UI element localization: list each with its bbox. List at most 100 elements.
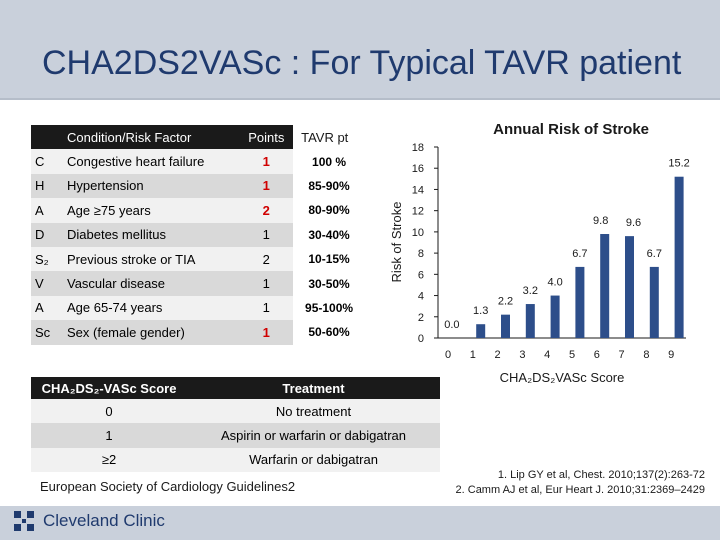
- guidelines-note: European Society of Cardiology Guideline…: [40, 479, 296, 494]
- y-tick-label: 16: [412, 163, 424, 175]
- treatment-score: 1: [31, 423, 187, 448]
- chart-title: Annual Risk of Stroke: [493, 121, 649, 138]
- y-tick-label: 4: [418, 291, 424, 303]
- risk-letter: D: [31, 222, 63, 247]
- risk-letter: S₂: [31, 246, 63, 272]
- risk-condition: Age 65-74 years: [63, 295, 240, 321]
- bar-score-3: [525, 304, 535, 338]
- y-tick-label: 12: [412, 206, 424, 218]
- data-label: 9.8: [593, 215, 608, 227]
- x-tick-label: 7: [619, 349, 625, 361]
- y-tick-label: 0: [418, 333, 424, 345]
- bar-score-7: [625, 236, 634, 338]
- data-label: 9.6: [626, 217, 641, 229]
- risk-points: 1: [239, 173, 294, 199]
- risk-points: 1: [239, 320, 294, 345]
- condition-header: Condition/Risk Factor: [63, 125, 240, 150]
- x-axis-label: CHA₂DS₂VASc Score: [500, 370, 625, 385]
- points-header: Points: [239, 125, 294, 150]
- tavr-header: TAVR pt: [293, 125, 365, 150]
- data-label: 0.0: [444, 319, 459, 331]
- x-tick-label: 9: [668, 349, 674, 361]
- data-labels: 0.0 1.3 2.2 3.2 4.0 6.7 9.8 9.6 6.7 15.2: [444, 158, 690, 331]
- x-tick-label: 4: [544, 349, 550, 361]
- logo-text: Cleveland Clinic: [43, 511, 165, 530]
- risk-points: 1: [239, 222, 294, 247]
- risk-letter: A: [31, 198, 63, 223]
- risk-row: C Congestive heart failure 1 100 %: [31, 149, 365, 174]
- bar-score-1: [476, 324, 486, 338]
- risk-letter: Sc: [31, 320, 63, 345]
- y-tick-label: 6: [418, 269, 424, 281]
- risk-row: A Age ≥75 years 2 80-90%: [31, 198, 365, 223]
- cleveland-clinic-logo-icon: [14, 511, 34, 531]
- risk-condition: Previous stroke or TIA: [63, 246, 240, 272]
- x-tick-label: 0: [445, 349, 451, 361]
- x-tick-label: 1: [470, 349, 476, 361]
- risk-tavr-pct: 80-90%: [293, 198, 365, 223]
- risk-points: 1: [239, 295, 294, 321]
- bar-score-2: [501, 314, 510, 338]
- x-tick-labels: 0 1 2 3 4 5 6 7 8 9: [445, 349, 674, 361]
- reference-2: 2. Camm AJ et al, Eur Heart J. 2010;31:2…: [455, 484, 705, 496]
- data-label: 3.2: [523, 285, 538, 297]
- risk-letter: V: [31, 271, 63, 296]
- y-tick-label: 18: [412, 142, 424, 154]
- risk-tavr-pct: 100 %: [293, 149, 365, 174]
- risk-row: A Age 65-74 years 1 95-100%: [31, 295, 365, 321]
- x-tick-label: 8: [643, 349, 649, 361]
- risk-condition: Age ≥75 years: [63, 198, 240, 223]
- treatment-treatment: No treatment: [187, 399, 440, 424]
- bar-score-9: [674, 176, 684, 338]
- risk-condition: Congestive heart failure: [63, 149, 240, 174]
- risk-tavr-pct: 85-90%: [293, 173, 365, 199]
- reference-1: 1. Lip GY et al, Chest. 2010;137(2):263-…: [497, 469, 705, 481]
- risk-points: 2: [239, 246, 294, 272]
- data-label: 6.7: [647, 248, 662, 260]
- risk-condition: Hypertension: [63, 173, 240, 199]
- bar-score-8: [649, 266, 659, 338]
- risk-row: D Diabetes mellitus 1 30-40%: [31, 222, 365, 247]
- risk-row: Sc Sex (female gender) 1 50-60%: [31, 320, 365, 345]
- data-label: 4.0: [547, 277, 562, 289]
- risk-tavr-pct: 30-50%: [293, 271, 365, 296]
- data-label: 15.2: [668, 158, 689, 170]
- data-label: 1.3: [473, 305, 488, 317]
- risk-row: S₂ Previous stroke or TIA 2 10-15%: [31, 246, 365, 272]
- risk-tavr-pct: 95-100%: [293, 295, 365, 321]
- y-tick-label: 8: [418, 248, 424, 260]
- risk-condition: Vascular disease: [63, 271, 240, 296]
- x-tick-label: 5: [569, 349, 575, 361]
- bar-series: [476, 176, 684, 338]
- treatment-treatment: Warfarin or dabigatran: [187, 447, 440, 472]
- x-tick-label: 2: [495, 349, 501, 361]
- treatment-score: 0: [31, 399, 187, 424]
- treatment-treatment: Aspirin or warfarin or dabigatran: [187, 423, 440, 448]
- risk-points: 1: [239, 271, 294, 296]
- treatment-row: ≥2 Warfarin or dabigatran: [31, 447, 440, 472]
- risk-points: 2: [239, 198, 294, 223]
- risk-letter: H: [31, 173, 63, 199]
- footer-band: [0, 506, 720, 540]
- treatment-row: 0 No treatment: [31, 399, 440, 424]
- risk-tavr-pct: 30-40%: [293, 222, 365, 247]
- risk-letter: C: [31, 149, 63, 174]
- risk-factor-rows: C Congestive heart failure 1 100 % H Hyperten…: [31, 149, 365, 345]
- bar-score-6: [600, 234, 610, 338]
- data-label: 2.2: [498, 296, 513, 308]
- risk-row: H Hypertension 1 85-90%: [31, 173, 365, 199]
- risk-tavr-pct: 10-15%: [293, 246, 365, 272]
- treatment-header: Treatment: [187, 377, 440, 399]
- letter-header: [31, 125, 63, 150]
- treatment-row: 1 Aspirin or warfarin or dabigatran: [31, 423, 440, 448]
- bar-score-4: [550, 295, 560, 338]
- y-axis-label: Risk of Stroke: [389, 202, 404, 283]
- risk-tavr-pct: 50-60%: [293, 320, 365, 345]
- risk-factor-table: Condition/Risk Factor Points TAVR pt C Co…: [31, 125, 365, 345]
- slide-title: CHA2DS2VASc : For Typical TAVR patient: [42, 44, 682, 82]
- header-band: [0, 0, 720, 100]
- risk-points: 1: [239, 149, 294, 174]
- references: 1. Lip GY et al, Chest. 2010;137(2):263-…: [415, 468, 705, 498]
- y-tick-label: 2: [418, 312, 424, 324]
- risk-condition: Sex (female gender): [63, 320, 240, 345]
